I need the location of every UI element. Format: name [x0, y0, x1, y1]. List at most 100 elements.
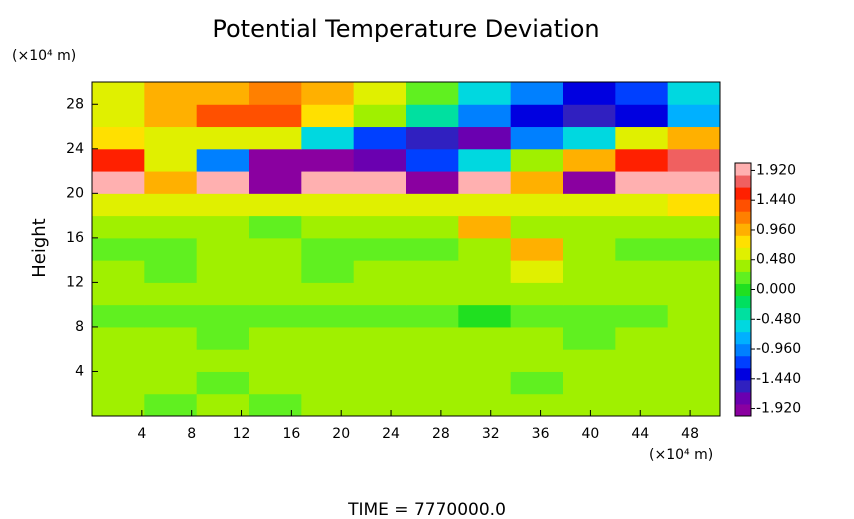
colorbar-band: [735, 379, 751, 393]
heat-cell: [301, 304, 355, 328]
heat-cell: [353, 171, 407, 194]
heat-cell: [301, 215, 355, 239]
heat-cell: [667, 215, 721, 239]
heat-cell: [144, 104, 198, 128]
heat-cell: [301, 326, 355, 350]
x-tick-label: 8: [187, 426, 196, 442]
heat-cell: [249, 193, 302, 217]
heat-cell: [406, 104, 459, 128]
heat-cell: [353, 237, 407, 261]
heat-cell: [249, 260, 302, 283]
heat-cell: [667, 237, 721, 261]
heat-cell: [144, 237, 198, 261]
heat-cell: [458, 282, 512, 306]
heat-cell: [353, 126, 407, 150]
heat-cell: [196, 215, 250, 239]
heat-cell: [458, 393, 512, 417]
heat-cell: [667, 104, 721, 128]
heat-cell: [615, 282, 669, 306]
heat-cell: [667, 193, 721, 217]
x-tick-label: 40: [581, 426, 599, 442]
x-tick-label: 48: [681, 426, 699, 442]
x-tick-label: 4: [137, 426, 146, 442]
colorbar-band: [735, 271, 751, 284]
colorbar-band: [735, 235, 751, 248]
heat-cell: [615, 126, 669, 150]
heat-cell: [196, 104, 250, 128]
heat-cell: [563, 326, 616, 350]
heat-cell: [563, 126, 616, 150]
heat-cell: [92, 148, 145, 172]
heat-cell: [406, 260, 459, 283]
heat-cell: [406, 148, 459, 172]
y-tick-label: 24: [66, 141, 84, 157]
heat-cell: [249, 371, 302, 395]
colorbar-tick-label: 1.920: [756, 162, 796, 178]
colorbar-tick-label: 0.000: [756, 282, 796, 298]
heat-cell: [144, 304, 198, 328]
heat-cell: [301, 371, 355, 395]
colorbar-band: [735, 391, 751, 405]
heat-cell: [510, 171, 564, 194]
heat-cell: [353, 326, 407, 350]
heat-cell: [615, 148, 669, 172]
heat-cell: [249, 349, 302, 372]
heat-cell: [563, 82, 616, 105]
heat-cell: [353, 371, 407, 395]
heat-cell: [563, 237, 616, 261]
colorbar-band: [735, 199, 751, 212]
heat-cell: [667, 326, 721, 350]
heat-cell: [563, 282, 616, 306]
heat-cell: [563, 171, 616, 194]
heat-cell: [353, 193, 407, 217]
heat-cell: [615, 215, 669, 239]
colorbar-band: [735, 331, 751, 345]
heat-cell: [301, 349, 355, 372]
heat-cell: [196, 82, 250, 105]
heat-cell: [144, 260, 198, 283]
colorbar-band: [735, 247, 751, 260]
heat-cell: [563, 260, 616, 283]
heat-cell: [458, 104, 512, 128]
heat-cell: [510, 260, 564, 283]
heat-cell: [510, 104, 564, 128]
heat-cell: [615, 371, 669, 395]
x-tick-label: 20: [332, 426, 350, 442]
heat-cell: [144, 326, 198, 350]
y-tick-label: 8: [75, 319, 84, 335]
heat-cell: [196, 304, 250, 328]
heat-cell: [249, 126, 302, 150]
heat-cell: [458, 371, 512, 395]
x-tick-label: 12: [233, 426, 251, 442]
heat-cell: [615, 304, 669, 328]
heat-cell: [301, 104, 355, 128]
heat-cell: [667, 349, 721, 372]
colorbar-tick-label: -1.440: [756, 371, 801, 387]
heat-cell: [196, 171, 250, 194]
heat-cell: [196, 148, 250, 172]
x-tick-label: 36: [532, 426, 550, 442]
heat-cell: [92, 237, 145, 261]
colorbar-band: [735, 211, 751, 224]
heat-cell: [510, 237, 564, 261]
y-tick-label: 28: [66, 96, 84, 112]
heat-cell: [510, 148, 564, 172]
heat-cell: [458, 237, 512, 261]
heat-cell: [563, 215, 616, 239]
time-label: TIME = 7770000.0: [347, 500, 506, 519]
heat-cell: [353, 304, 407, 328]
colorbar-band: [735, 223, 751, 236]
heat-cell: [196, 393, 250, 417]
heat-cell: [667, 126, 721, 150]
heat-cell: [406, 349, 459, 372]
colorbar-tick-label: 0.480: [756, 252, 796, 268]
heat-cell: [406, 215, 459, 239]
heat-cell: [92, 126, 145, 150]
heat-cell: [353, 349, 407, 372]
heat-cell: [615, 393, 669, 417]
x-tick-label: 32: [482, 426, 500, 442]
heat-cell: [406, 82, 459, 105]
heat-cell: [458, 82, 512, 105]
x-tick-label: 16: [282, 426, 300, 442]
